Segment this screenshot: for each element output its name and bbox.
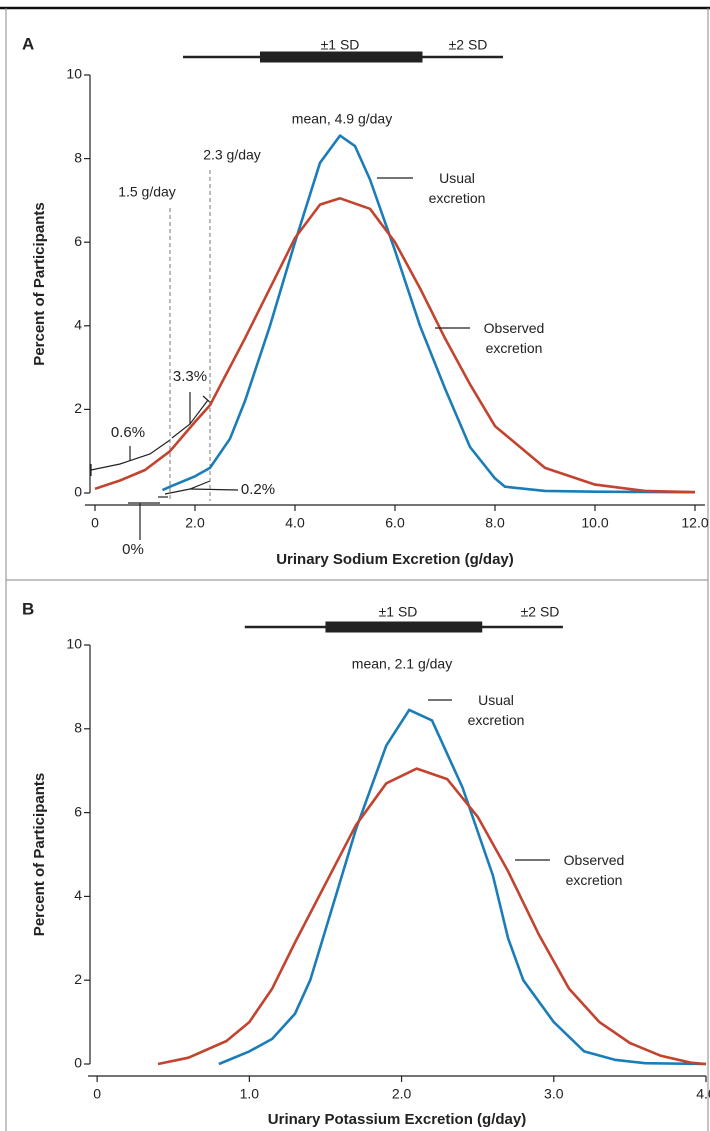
legend-label: Observed excretion [483, 320, 545, 356]
x-tick-label: 12.0 [681, 515, 708, 531]
x-tick-label: 10.0 [581, 515, 608, 531]
percent-label: 0.6% [111, 424, 145, 441]
x-tick-label: 1.0 [240, 1086, 260, 1102]
mean-label: mean, 2.1 g/day [352, 656, 452, 672]
x-tick-label: 0 [91, 515, 99, 531]
series-line [218, 708, 707, 1066]
y-tick-label: 6 [74, 803, 82, 819]
series-line [157, 767, 707, 1066]
x-tick-label: 4.0 [285, 515, 305, 531]
mean-label: mean, 4.9 g/day [292, 111, 392, 127]
reference-label: 2.3 g/day [203, 147, 261, 163]
y-tick-label: 0 [74, 1055, 82, 1071]
x-tick-label: 2.0 [185, 515, 205, 531]
y-axis-label: Percent of Participants [31, 202, 48, 365]
y-tick-label: 6 [74, 233, 82, 249]
y-tick-label: 4 [74, 317, 82, 333]
y-tick-label: 10 [66, 636, 82, 652]
x-tick-label: 8.0 [485, 515, 505, 531]
x-tick-label: 0 [93, 1086, 101, 1102]
y-tick-label: 2 [74, 971, 82, 987]
percent-label: 3.3% [173, 368, 207, 385]
legend-label: Observed excretion [563, 852, 625, 888]
sd-label: ±2 SD [449, 37, 488, 53]
series-line [94, 197, 696, 494]
y-tick-label: 10 [66, 66, 82, 82]
legend-box: Usual excretion [467, 692, 525, 728]
legend-box: Observed excretion [563, 852, 625, 888]
y-tick-label: 8 [74, 149, 82, 165]
y-tick-label: 4 [74, 887, 82, 903]
x-tick-label: 2.0 [392, 1086, 412, 1102]
panel-label: B [22, 599, 34, 618]
percent-label: 0% [122, 541, 144, 558]
x-tick-label: 6.0 [385, 515, 405, 531]
sd-label: ±1 SD [379, 604, 418, 620]
x-tick-label: 3.0 [544, 1086, 564, 1102]
legend-box: Observed excretion [483, 320, 545, 356]
legend-label: Usual excretion [428, 170, 486, 206]
reference-label: 1.5 g/day [118, 184, 176, 200]
y-tick-label: 2 [74, 400, 82, 416]
percent-label: 0.2% [241, 481, 275, 498]
x-axis-label: Urinary Potassium Excretion (g/day) [268, 1111, 526, 1128]
y-axis-label: Percent of Participants [31, 773, 48, 936]
sd-label: ±1 SD [321, 37, 360, 53]
x-axis-label: Urinary Sodium Excretion (g/day) [276, 551, 514, 568]
y-tick-label: 8 [74, 720, 82, 736]
series-line [161, 134, 696, 494]
legend-box: Usual excretion [428, 170, 486, 206]
panel-label: A [22, 34, 34, 53]
legend-label: Usual excretion [467, 692, 525, 728]
bracket [90, 439, 171, 471]
brackets [90, 392, 239, 540]
leader [189, 488, 239, 491]
sd-label: ±2 SD [521, 604, 560, 620]
x-tick-label: 4.0 [696, 1086, 710, 1102]
y-tick-label: 0 [74, 484, 82, 500]
